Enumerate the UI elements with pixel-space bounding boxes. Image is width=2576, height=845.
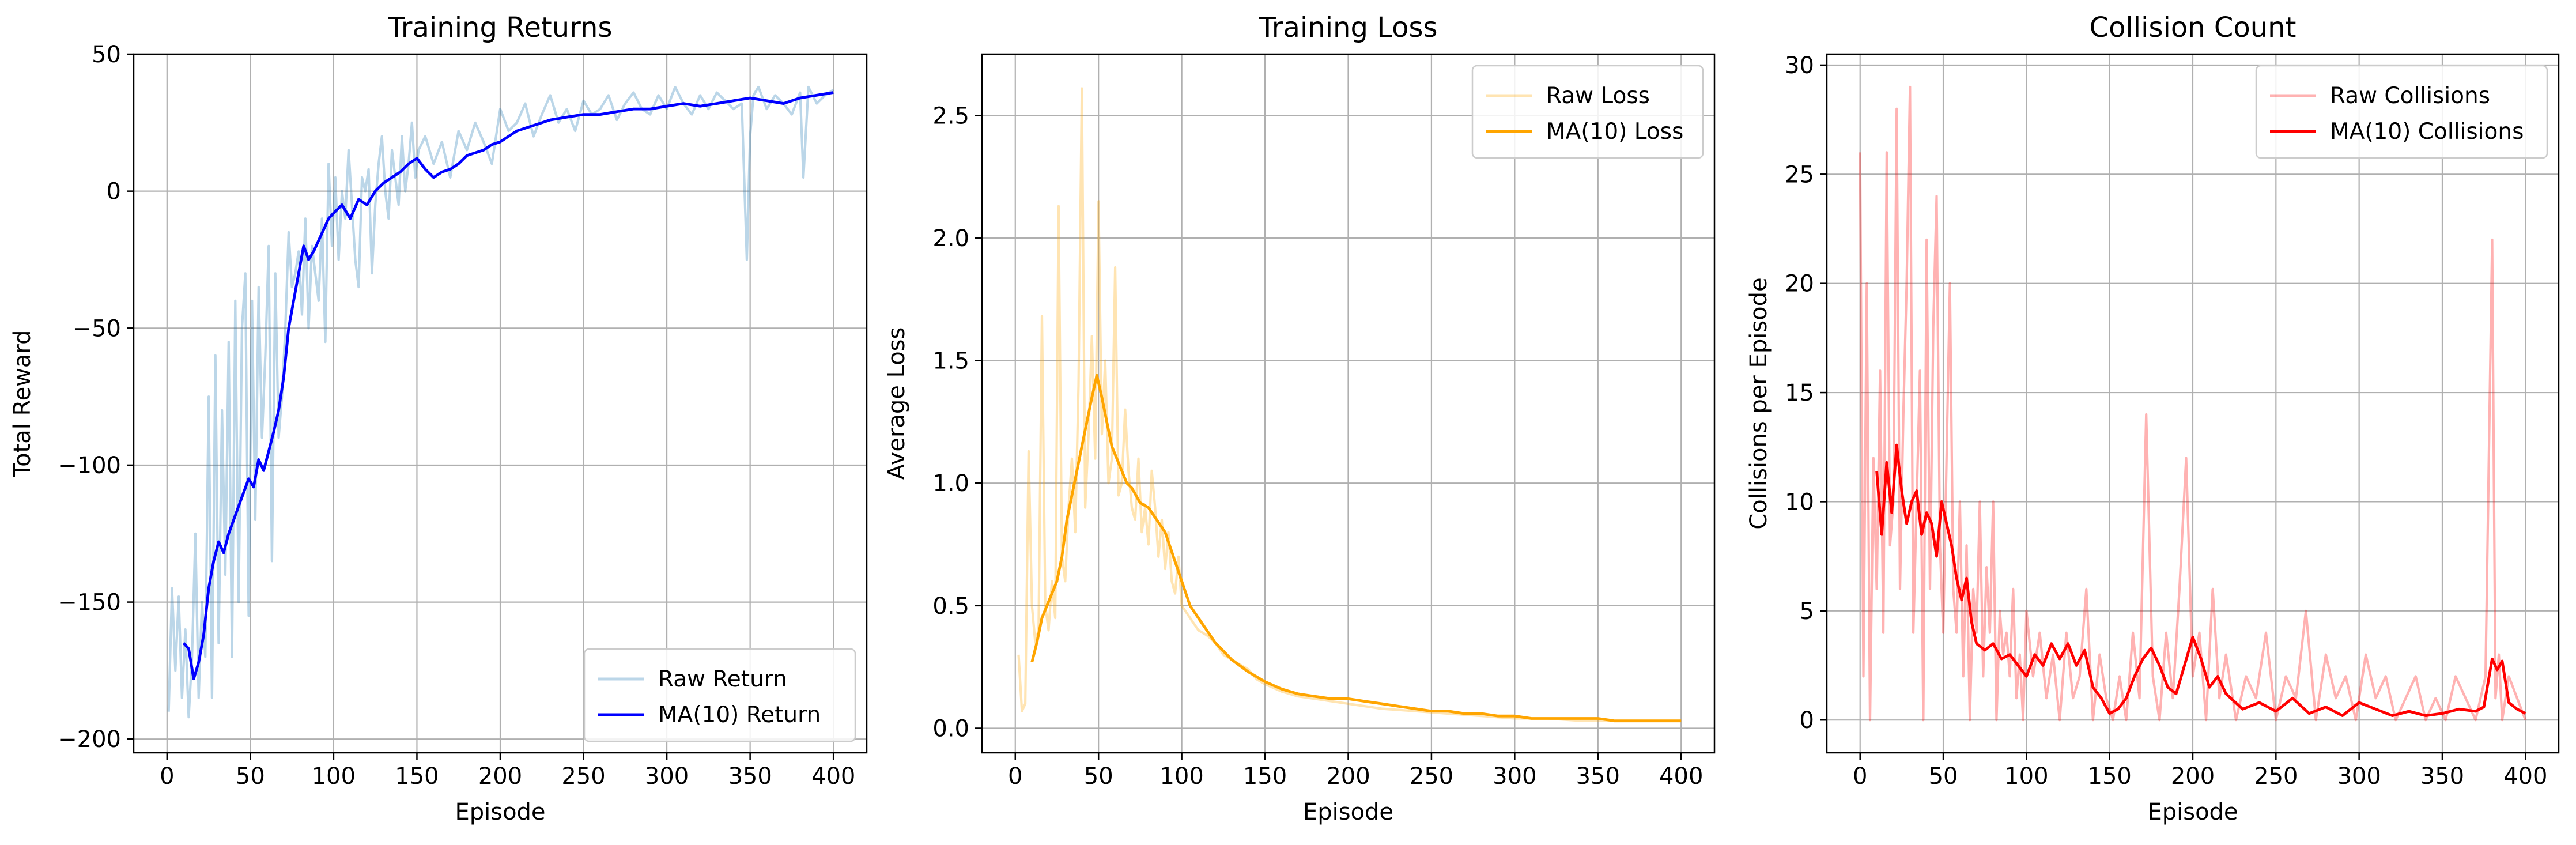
y-axis-label: Average Loss	[883, 327, 910, 480]
y-tick-label-5: 50	[92, 42, 121, 68]
x-tick-label-1: 50	[1929, 763, 1958, 790]
x-axis-label: Episode	[2147, 799, 2238, 825]
x-tick-label-6: 300	[1493, 763, 1536, 790]
y-tick-label-4: 2.0	[932, 225, 969, 252]
legend: Raw Collisions MA(10) Collisions	[2255, 65, 2548, 159]
x-tick-label-0: 0	[160, 763, 174, 790]
x-tick-label-5: 250	[2254, 763, 2298, 790]
y-tick-label-2: −100	[58, 452, 121, 479]
x-tick-label-4: 200	[478, 763, 522, 790]
x-tick-label-7: 350	[728, 763, 772, 790]
y-tick-label-2: 10	[1785, 489, 1814, 515]
legend: Raw Loss MA(10) Loss	[1471, 65, 1704, 159]
x-tick-label-8: 400	[811, 763, 855, 790]
x-tick-label-3: 150	[2088, 763, 2132, 790]
x-tick-label-5: 250	[1410, 763, 1453, 790]
y-tick-label-1: 0.5	[932, 593, 969, 620]
y-axis-label: Total Reward	[9, 330, 36, 477]
legend: Raw Return MA(10) Return	[583, 648, 856, 742]
grid-collision-count	[1827, 54, 2559, 753]
chart-title: Training Returns	[388, 12, 613, 44]
x-tick-label-3: 150	[395, 763, 439, 790]
chart-title: Training Loss	[1259, 12, 1438, 44]
legend-label-1: MA(10) Loss	[1546, 119, 1683, 145]
series-line-1	[182, 91, 834, 681]
legend-label-0: Raw Return	[658, 666, 787, 692]
y-tick-label-1: 5	[1800, 598, 1814, 625]
series-group	[1017, 87, 1682, 723]
y-tick-label-6: 30	[1785, 52, 1814, 79]
series-line-1	[1030, 374, 1682, 723]
y-tick-label-5: 2.5	[932, 103, 969, 129]
series-line-1	[1875, 443, 2526, 717]
x-tick-label-3: 150	[1243, 763, 1287, 790]
y-axis-label: Collisions per Episode	[1746, 277, 1772, 529]
x-tick-label-8: 400	[2503, 763, 2547, 790]
x-axis-label: Episode	[455, 799, 545, 825]
y-tick-label-3: −50	[73, 315, 121, 342]
x-tick-label-2: 100	[312, 763, 356, 790]
series-line-0	[1859, 85, 2527, 722]
x-tick-label-0: 0	[1853, 763, 1867, 790]
x-tick-label-4: 200	[1326, 763, 1370, 790]
legend-box	[2255, 65, 2548, 159]
chart-training-loss: 0 50 100 150 200 250 300 350 400 0.0 0.5 1.0 1.5 2.0 2…	[883, 12, 1716, 825]
y-tick-label-4: 20	[1785, 271, 1814, 297]
x-tick-label-7: 350	[2420, 763, 2464, 790]
y-tick-label-0: −200	[58, 726, 121, 753]
series-line-0	[1017, 87, 1682, 722]
y-tick-label-3: 15	[1785, 380, 1814, 406]
x-tick-label-7: 350	[1576, 763, 1620, 790]
x-tick-label-6: 300	[645, 763, 689, 790]
x-tick-label-2: 100	[2004, 763, 2048, 790]
y-tick-label-2: 1.0	[932, 470, 969, 497]
x-tick-label-4: 200	[2171, 763, 2215, 790]
x-tick-label-5: 250	[561, 763, 605, 790]
y-tick-label-0: 0.0	[932, 715, 969, 742]
x-axis-label: Episode	[1303, 799, 1393, 825]
chart-training-returns: 0 50 100 150 200 250 300 350 400 −200 −150 −100 −50 0…	[9, 12, 868, 825]
chart-title: Collision Count	[2090, 12, 2297, 44]
legend-label-0: Raw Loss	[1546, 83, 1650, 109]
y-tick-label-1: −150	[58, 590, 121, 616]
x-tick-label-8: 400	[1659, 763, 1703, 790]
series-group	[1859, 85, 2527, 722]
series-line-0	[167, 85, 834, 719]
y-tick-label-0: 0	[1800, 707, 1814, 734]
y-tick-label-4: 0	[107, 179, 121, 205]
legend-label-0: Raw Collisions	[2330, 83, 2490, 109]
legend-box	[583, 648, 856, 742]
x-tick-label-2: 100	[1159, 763, 1203, 790]
legend-box	[1471, 65, 1704, 159]
x-tick-label-0: 0	[1008, 763, 1022, 790]
grid-training-loss	[982, 54, 1714, 753]
y-tick-label-3: 1.5	[932, 348, 969, 375]
series-group	[167, 85, 834, 719]
legend-label-1: MA(10) Return	[658, 702, 821, 728]
legend-label-1: MA(10) Collisions	[2330, 119, 2524, 145]
grid-training-returns	[134, 53, 867, 753]
chart-collision-count: 0 50 100 150 200 250 300 350 400 0 5 10 15 20 25 30 Coll…	[1746, 12, 2560, 825]
y-tick-label-5: 25	[1785, 161, 1814, 188]
x-tick-label-1: 50	[236, 763, 265, 790]
x-tick-label-1: 50	[1084, 763, 1113, 790]
x-tick-label-6: 300	[2337, 763, 2381, 790]
